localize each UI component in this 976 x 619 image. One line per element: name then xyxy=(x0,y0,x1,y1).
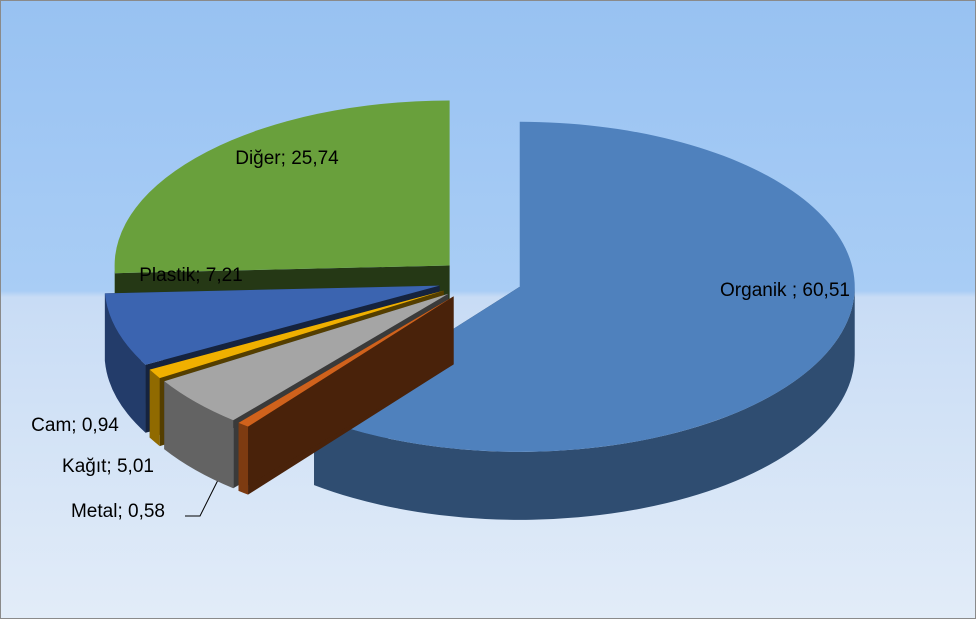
data-label: Metal; 0,58 xyxy=(71,501,165,522)
leader-line xyxy=(185,471,223,517)
label-value: 5,01 xyxy=(117,456,154,477)
slice xyxy=(238,296,454,495)
label-category: Diğer xyxy=(235,148,281,169)
data-label: Plastik; 7,21 xyxy=(139,265,243,286)
label-category: Plastik xyxy=(139,265,195,286)
label-separator: ; xyxy=(195,265,206,286)
label-separator: ; xyxy=(106,456,117,477)
slice-side xyxy=(314,286,855,520)
data-label: Cam; 0,94 xyxy=(31,415,119,436)
label-separator: ; xyxy=(281,148,292,169)
slice-top xyxy=(149,290,444,379)
label-value: 0,58 xyxy=(128,501,165,522)
data-label: Diğer; 25,74 xyxy=(235,148,339,169)
slice-wall xyxy=(238,296,454,491)
slice-top xyxy=(114,100,450,274)
label-category: Metal xyxy=(71,501,117,522)
slice-top xyxy=(314,121,855,452)
label-value: 25,74 xyxy=(291,148,339,169)
slice-top xyxy=(238,296,454,427)
slice-side xyxy=(104,293,146,433)
data-label: Organik ; 60,51 xyxy=(720,280,850,301)
slice-side xyxy=(238,422,249,495)
slice-top xyxy=(164,293,449,421)
label-separator: ; xyxy=(792,280,803,301)
label-value: 0,94 xyxy=(82,415,119,436)
label-value: 60,51 xyxy=(802,280,850,301)
slice-side xyxy=(149,369,160,447)
label-category: Cam xyxy=(31,415,71,436)
label-separator: ; xyxy=(71,415,82,436)
label-separator: ; xyxy=(117,501,128,522)
slice-top xyxy=(104,285,440,365)
label-category: Organik xyxy=(720,280,792,301)
data-label: Kağıt; 5,01 xyxy=(62,456,154,477)
slice-side xyxy=(164,381,234,489)
label-category: Kağıt xyxy=(62,456,107,477)
label-value: 7,21 xyxy=(206,265,243,286)
